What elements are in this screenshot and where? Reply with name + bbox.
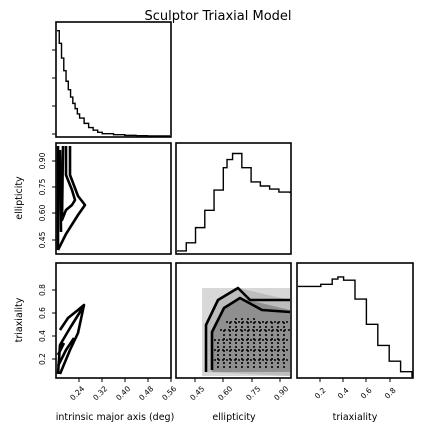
y-axis-label-triaxiality: triaxiality (14, 297, 25, 342)
major-axis-x-axis: 0.24 0.32 0.40 0.48 0.56 intrinsic major… (56, 378, 178, 423)
contours-major-axis-vs-ellipticity (56, 145, 87, 251)
tick-label: 0.45 (38, 231, 47, 248)
panel-hist-major-axis (55, 21, 172, 138)
tick-label: 0.8 (38, 284, 47, 296)
hist-major-axis-ticks (52, 49, 56, 135)
x-axis-label-ellipticity: ellipticity (212, 412, 256, 423)
histogram-ellipticity (177, 152, 291, 252)
panel-major-axis-vs-triaxiality (55, 262, 172, 379)
tick-label: 0.45 (188, 384, 206, 402)
triaxiality-y-axis: 0.8 0.6 0.4 0.2 triaxiality (14, 284, 56, 365)
tick-label: 0.4 (336, 386, 351, 401)
tick-label: 0.40 (114, 384, 132, 402)
tick-label: 0.6 (359, 386, 374, 401)
triaxiality-x-axis: 0.2 0.4 0.6 0.8 triaxiality (313, 378, 398, 423)
tick-label: 0.4 (38, 330, 47, 342)
panel-hist-triaxiality (296, 262, 414, 379)
tick-label: 0.2 (38, 353, 47, 365)
contours-ellipticity-vs-triaxiality (202, 286, 291, 376)
tick-label: 0.6 (38, 307, 47, 319)
tick-label: 0.56 (160, 384, 178, 402)
contours-major-axis-vs-triaxiality (56, 303, 86, 375)
x-axis-label-major-axis: intrinsic major axis (deg) (56, 412, 175, 423)
chart-title: Sculptor Triaxial Model (144, 9, 291, 24)
x-axis-label-triaxiality: triaxiality (333, 412, 378, 423)
panel-ellipticity-vs-triaxiality (175, 262, 292, 379)
tick-label: 0.48 (137, 384, 155, 402)
tick-label: 0.90 (38, 152, 47, 169)
tick-label: 0.60 (216, 384, 234, 402)
ellipticity-x-axis: 0.45 0.60 0.75 0.90 ellipticity (188, 378, 290, 423)
tick-label: 0.8 (383, 386, 398, 401)
tick-label: 0.2 (313, 386, 328, 401)
panel-hist-ellipticity (175, 142, 292, 255)
y-axis-label-ellipticity: ellipticity (14, 176, 25, 220)
tick-label: 0.90 (272, 384, 290, 402)
tick-label: 0.32 (91, 384, 109, 402)
histogram-major-axis (57, 30, 170, 137)
tick-label: 0.75 (38, 178, 47, 195)
tick-label: 0.60 (38, 204, 47, 221)
ellipticity-y-axis: 0.90 0.75 0.60 0.45 ellipticity (14, 152, 56, 248)
tick-label: 0.24 (68, 384, 86, 402)
tick-label: 0.75 (244, 384, 262, 402)
histogram-triaxiality (298, 276, 413, 377)
panel-major-axis-vs-ellipticity (55, 142, 172, 255)
